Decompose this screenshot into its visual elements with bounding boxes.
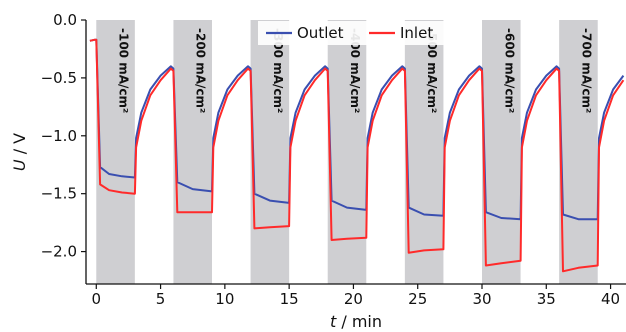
y-ticks: 0.0 −0.5 −1.0 −1.5 −2.0 xyxy=(41,11,86,261)
current-band-label-4: -400 mA/cm² xyxy=(348,28,362,113)
legend: Outlet Inlet xyxy=(258,21,458,45)
current-band-label-5: -500 mA/cm² xyxy=(425,28,439,113)
x-tick-label: 20 xyxy=(344,290,363,308)
current-band-label-1: -100 mA/cm² xyxy=(117,28,131,113)
x-tick-label: 35 xyxy=(537,290,556,308)
y-axis-label: U / V xyxy=(10,133,29,171)
x-ticks: 0 5 10 15 20 25 30 35 40 xyxy=(92,284,620,308)
current-band-3 xyxy=(250,20,290,284)
y-tick-label: −1.5 xyxy=(41,185,77,203)
current-step-bands xyxy=(96,20,598,284)
current-band-label-3: -300 mA/cm² xyxy=(271,28,285,113)
current-band-label-6: -600 mA/cm² xyxy=(502,28,516,113)
current-band-7 xyxy=(559,20,598,284)
legend-outlet-label: Outlet xyxy=(297,24,344,42)
x-tick-label: 15 xyxy=(280,290,299,308)
x-tick-label: 10 xyxy=(215,290,234,308)
legend-inlet-label: Inlet xyxy=(400,24,433,42)
current-band-5 xyxy=(404,20,444,284)
x-tick-label: 5 xyxy=(156,290,166,308)
current-band-1 xyxy=(96,20,135,284)
band-labels: -100 mA/cm² -200 mA/cm² -300 mA/cm² -400 mA… xyxy=(117,28,594,113)
y-tick-label: −2.0 xyxy=(41,243,77,261)
current-band-label-7: -700 mA/cm² xyxy=(579,28,593,113)
y-tick-label: 0.0 xyxy=(53,11,77,29)
y-tick-label: −1.0 xyxy=(41,127,77,145)
x-axis-label: t / min xyxy=(330,312,382,331)
series-outlet-line xyxy=(89,38,625,221)
x-tick-label: 30 xyxy=(472,290,491,308)
x-tick-label: 25 xyxy=(408,290,427,308)
current-band-2 xyxy=(173,20,212,284)
x-tick-label: 0 xyxy=(92,290,102,308)
current-band-label-2: -200 mA/cm² xyxy=(194,28,208,113)
current-band-6 xyxy=(482,20,521,284)
series-inlet-line xyxy=(89,38,625,273)
y-tick-label: −0.5 xyxy=(41,69,77,87)
series-layer xyxy=(89,38,625,273)
x-tick-label: 40 xyxy=(601,290,620,308)
